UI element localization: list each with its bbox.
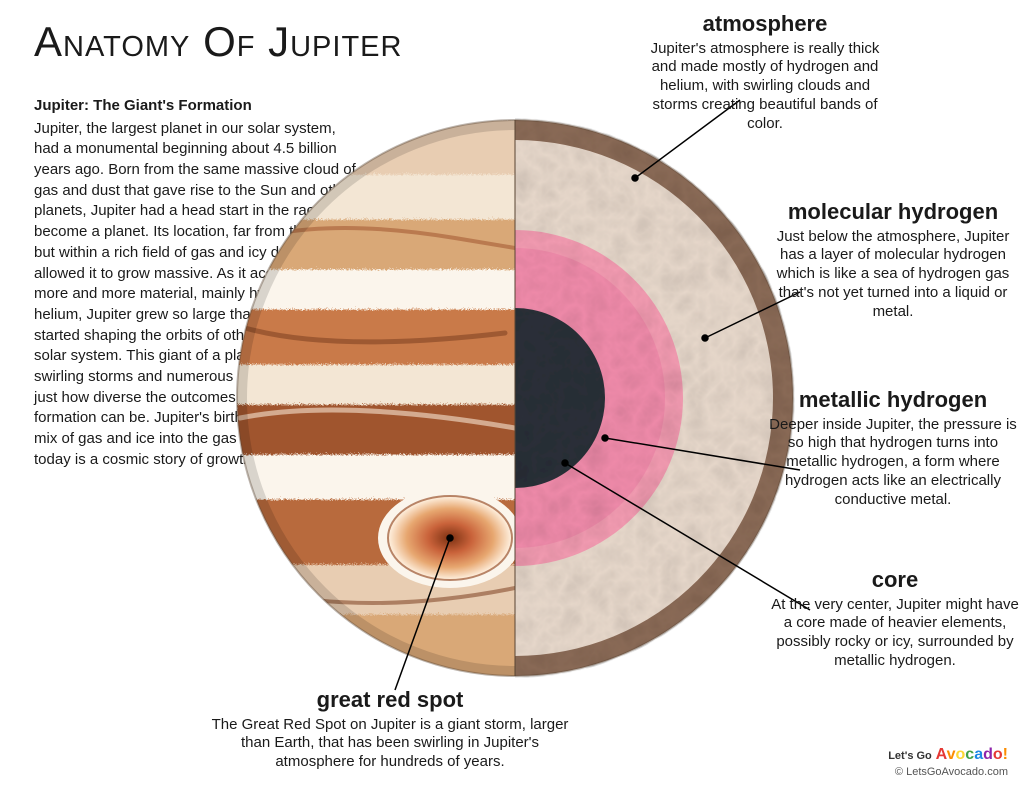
callout-title: molecular hydrogen xyxy=(768,198,1018,226)
callout-metallic-hydrogen: metallic hydrogen Deeper inside Jupiter,… xyxy=(768,386,1018,509)
callout-title: atmosphere xyxy=(640,10,890,38)
callout-title: core xyxy=(770,566,1020,594)
credit-url: © LetsGoAvocado.com xyxy=(895,766,1008,778)
credit-block: Let's Go Avocado! © LetsGoAvocado.com xyxy=(888,745,1008,779)
intro-subhead: Jupiter: The Giant's Formation xyxy=(34,96,364,117)
callout-title: metallic hydrogen xyxy=(768,386,1018,414)
callout-body: Just below the atmosphere, Jupiter has a… xyxy=(768,228,1018,322)
callout-molecular-hydrogen: molecular hydrogen Just below the atmosp… xyxy=(768,198,1018,321)
callout-body: The Great Red Spot on Jupiter is a giant… xyxy=(200,716,580,772)
jupiter-svg xyxy=(235,118,795,678)
callout-great-red-spot: great red spot The Great Red Spot on Jup… xyxy=(200,686,580,772)
callout-body: Deeper inside Jupiter, the pressure is s… xyxy=(768,416,1018,510)
callout-body: At the very center, Jupiter might have a… xyxy=(770,596,1020,671)
great-red-spot xyxy=(378,488,522,588)
callout-title: great red spot xyxy=(200,686,580,714)
callout-atmosphere: atmosphere Jupiter's atmosphere is reall… xyxy=(640,10,890,133)
brand-logo: Let's Go Avocado! xyxy=(888,746,1008,763)
jupiter-diagram xyxy=(235,118,795,678)
page-title: Anatomy Of Jupiter xyxy=(34,18,402,66)
callout-body: Jupiter's atmosphere is really thick and… xyxy=(640,40,890,134)
callout-core: core At the very center, Jupiter might h… xyxy=(770,566,1020,671)
